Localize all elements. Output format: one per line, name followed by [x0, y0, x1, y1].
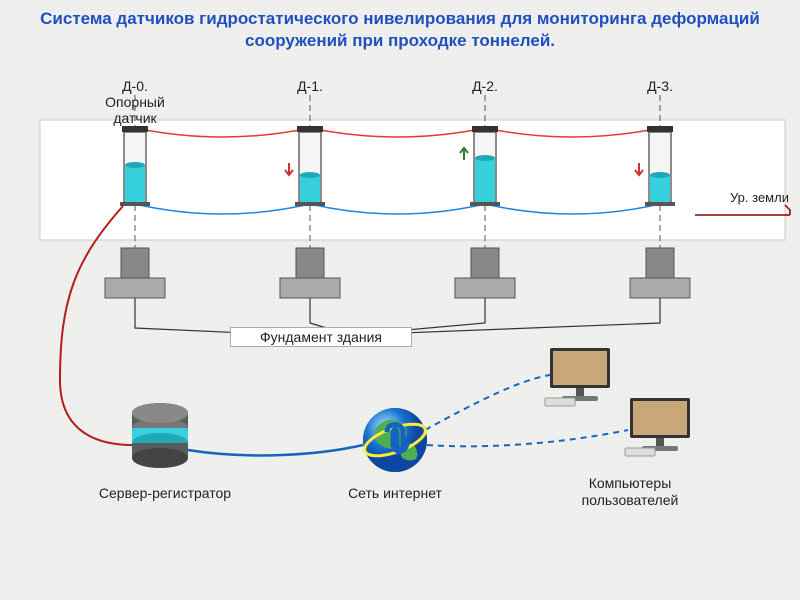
foundation-label: Фундамент здания: [230, 327, 412, 347]
ground-level-label: Ур. земли: [730, 190, 790, 205]
sensor-label-1: Д-1.: [270, 78, 350, 94]
sensor-label-2: Д-2.: [445, 78, 525, 94]
sensor-sublabel-0: Опорный датчик: [85, 94, 185, 126]
sensor-label-0: Д-0.: [95, 78, 175, 94]
server-icon: [132, 403, 188, 468]
foundation-2: [455, 248, 515, 298]
computers-label: Компьютеры пользователей: [555, 475, 705, 509]
globe-icon: [361, 408, 429, 472]
sensor-tube-0: [120, 126, 150, 206]
computer-icon-2: [625, 398, 690, 456]
foundation-1: [280, 248, 340, 298]
computer-icon-1: [545, 348, 610, 406]
foundation-3: [630, 248, 690, 298]
sensor-label-3: Д-3.: [620, 78, 700, 94]
internet-label: Сеть интернет: [335, 485, 455, 501]
server-label: Сервер-регистратор: [90, 485, 240, 501]
white-block: [40, 120, 785, 240]
foundation-0: [105, 248, 165, 298]
